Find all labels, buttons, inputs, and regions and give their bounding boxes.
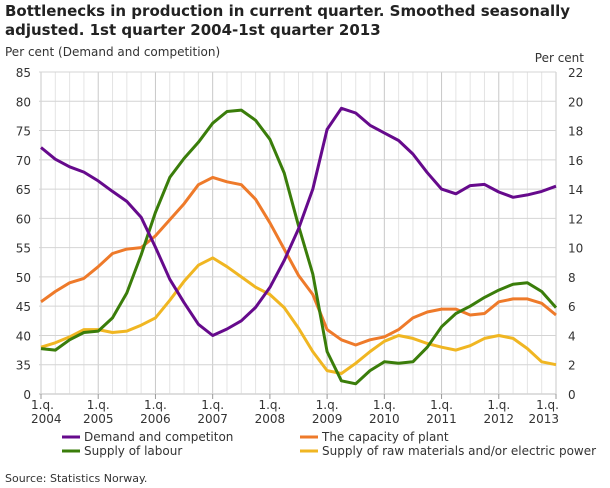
x-axis-tick-quarter: 1.q.	[373, 398, 396, 412]
series-line-4	[40, 256, 557, 375]
x-axis-tick-year: 2012	[484, 412, 515, 426]
right-axis-tick-label: 8	[568, 271, 576, 285]
legend-label: Supply of raw materials and/or electric …	[322, 444, 596, 458]
x-axis-tick-quarter: 1.q.	[87, 398, 110, 412]
left-axis-tick-label: 70	[16, 154, 31, 168]
x-axis-tick-quarter: 1.q.	[536, 398, 559, 412]
x-axis-tick-quarter: 1.q.	[144, 398, 167, 412]
chart-title: Bottlenecks in production in current qua…	[5, 2, 571, 39]
right-axis-tick-label: 0	[568, 388, 576, 402]
x-axis-tick-year: 2010	[369, 412, 400, 426]
series-line-2	[40, 175, 557, 347]
x-axis-tick-quarter: 1.q.	[430, 398, 453, 412]
x-axis-tick-year: 2013	[528, 412, 559, 426]
x-axis-tick-year: 2004	[31, 412, 62, 426]
right-axis-label: Per cent	[535, 51, 585, 65]
right-axis-tick-label: 18	[568, 125, 583, 139]
left-axis-tick-label: 0	[23, 388, 31, 402]
x-axis-tick-quarter: 1.q.	[316, 398, 339, 412]
x-axis-tick-year: 2011	[426, 412, 457, 426]
right-axis-tick-label: 16	[568, 154, 583, 168]
legend-label: Demand and competiton	[84, 430, 233, 444]
right-axis-tick-label: 6	[568, 300, 576, 314]
left-axis-tick-label: 80	[16, 95, 31, 109]
x-axis-tick-year: 2008	[255, 412, 286, 426]
x-axis-tick-year: 2009	[312, 412, 343, 426]
right-axis-tick-label: 12	[568, 212, 583, 226]
right-axis-tick-label: 22	[568, 66, 583, 80]
right-axis-tick-label: 2	[568, 359, 576, 373]
left-axis-tick-label: 45	[16, 300, 31, 314]
legend-label: The capacity of plant	[321, 430, 449, 444]
left-axis-tick-label: 60	[16, 212, 31, 226]
legend-label: Supply of labour	[84, 444, 182, 458]
right-axis-tick-label: 14	[568, 183, 583, 197]
right-axis-tick-label: 4	[568, 329, 576, 343]
left-axis-tick-label: 65	[16, 183, 31, 197]
left-axis-tick-label: 55	[16, 242, 31, 256]
left-axis-tick-label: 50	[16, 271, 31, 285]
x-axis-tick-year: 2005	[83, 412, 114, 426]
right-axis-tick-label: 10	[568, 242, 583, 256]
source-note: Source: Statistics Norway.	[5, 472, 147, 485]
left-axis-tick-label: 40	[16, 329, 31, 343]
right-axis-tick-label: 20	[568, 95, 583, 109]
x-axis-tick-quarter: 1.q.	[258, 398, 281, 412]
left-axis-tick-label: 35	[16, 359, 31, 373]
x-axis-tick-quarter: 1.q.	[31, 398, 54, 412]
x-axis-tick-year: 2007	[197, 412, 228, 426]
series-line-1	[40, 106, 557, 337]
x-axis-tick-quarter: 1.q.	[487, 398, 510, 412]
left-axis-tick-label: 75	[16, 125, 31, 139]
left-axis-tick-label: 85	[16, 66, 31, 80]
x-axis-tick-year: 2006	[140, 412, 171, 426]
x-axis-tick-quarter: 1.q.	[201, 398, 224, 412]
left-axis-label: Per cent (Demand and competition)	[5, 45, 220, 59]
